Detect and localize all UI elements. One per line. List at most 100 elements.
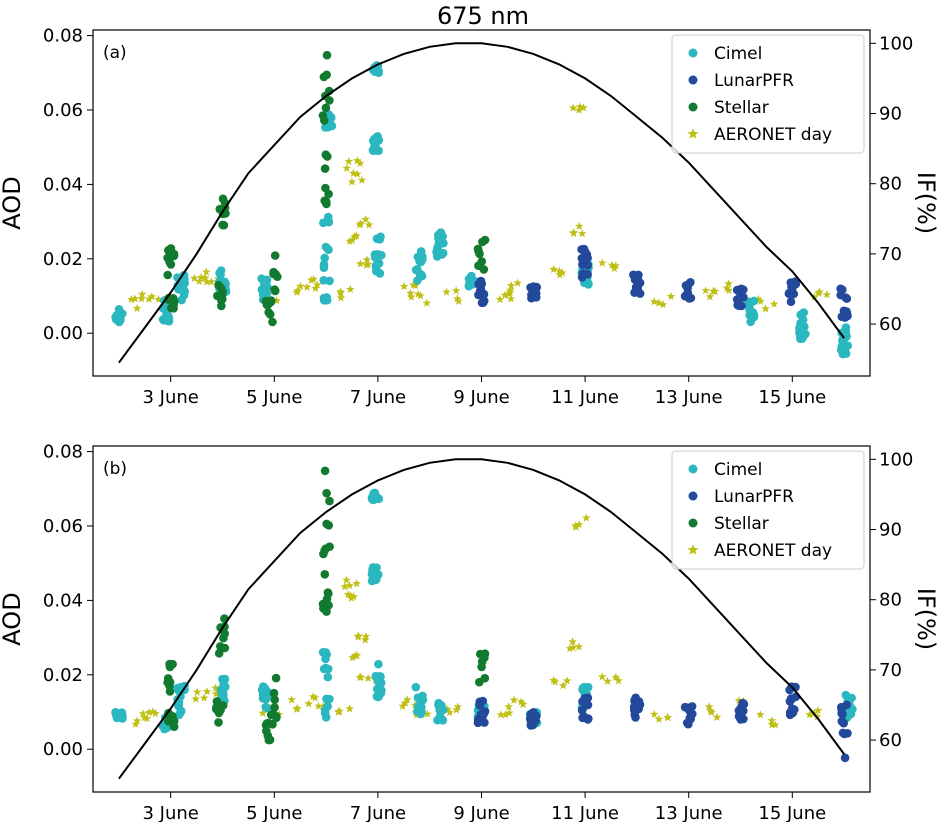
y-axis-label: AOD <box>0 176 26 229</box>
cimel-point <box>319 276 329 285</box>
cimel-point <box>219 679 228 689</box>
lunar-point <box>787 285 797 294</box>
aeronet-point <box>506 294 516 303</box>
x-tick-label: 9 June <box>453 803 509 822</box>
aeronet-point <box>345 704 354 713</box>
stellar-point <box>261 296 271 306</box>
cimel-point <box>262 275 272 285</box>
aeronet-point <box>724 279 733 288</box>
aeronet-point <box>813 706 823 715</box>
aeronet-point <box>349 592 359 601</box>
x-tick-label: 5 June <box>246 387 302 408</box>
stellar-point <box>269 688 279 698</box>
cimel-point <box>114 317 124 327</box>
figure-title: 675 nm <box>437 2 529 30</box>
aeronet-point <box>191 694 200 703</box>
panel-a: 0.00 0.02 0.04 0.06 0.08 60 70 80 90 100 3 June 5 J… <box>0 26 937 408</box>
aeronet-point <box>154 294 163 303</box>
cimel-point <box>372 146 381 155</box>
stellar-point <box>271 673 281 683</box>
aeronet-point <box>148 707 158 716</box>
aeronet-point <box>549 675 558 685</box>
legend-label: LunarPFR <box>714 487 794 507</box>
legend-box <box>671 450 865 570</box>
lunar-point <box>475 701 485 710</box>
aeronet-point <box>603 676 612 685</box>
aeronet-point <box>767 720 777 729</box>
aeronet-point <box>151 709 160 718</box>
y2-tick-label: 60 <box>879 730 902 751</box>
aeronet-point <box>364 220 374 229</box>
y2-tick-label: 90 <box>879 104 902 125</box>
cimel-point <box>846 709 856 719</box>
cimel-point <box>411 682 421 692</box>
aeronet-point <box>360 635 370 644</box>
aeronet-point <box>131 719 140 728</box>
y-tick-label: 0.04 <box>43 590 83 611</box>
y-tick-label: 0.00 <box>43 739 83 760</box>
aeronet-point <box>355 158 365 167</box>
cimel-point <box>438 716 448 725</box>
stellar-point <box>218 194 228 204</box>
stellar-point <box>325 496 334 506</box>
cimel-point <box>320 253 330 263</box>
legend-label: LunarPFR <box>714 71 794 91</box>
aeronet-point <box>142 714 152 723</box>
aeronet-point <box>357 175 367 184</box>
aeronet-point <box>666 292 676 301</box>
cimel-point <box>416 708 426 718</box>
aeronet-point <box>350 651 359 660</box>
aeronet-point <box>654 298 664 307</box>
lunar-point <box>681 281 691 290</box>
aeronet-point <box>611 672 621 681</box>
legend-marker <box>687 128 699 139</box>
y2-tick-label: 80 <box>879 174 902 195</box>
lunar-point <box>685 713 695 723</box>
aeronet-point <box>650 709 659 718</box>
cimel-point <box>321 713 331 722</box>
stellar-point <box>220 643 230 653</box>
aeronet-point <box>504 289 514 298</box>
cimel-point <box>258 690 268 700</box>
cimel-point <box>322 293 332 302</box>
stellar-point <box>319 604 328 613</box>
stellar-point <box>270 703 279 712</box>
stellar-point <box>268 720 277 729</box>
aeronet-point <box>302 282 312 291</box>
x-tick-label: 15 June <box>758 387 826 408</box>
aeronet-point <box>516 697 526 706</box>
lunar-point <box>580 695 589 705</box>
stellar-point <box>164 293 173 303</box>
stellar-point <box>319 72 329 82</box>
aeronet-point <box>207 277 216 286</box>
legend-marker <box>688 518 698 528</box>
x-tick-label: 15 June <box>758 803 826 822</box>
legend-marker <box>688 48 698 58</box>
aeronet-point <box>754 294 763 303</box>
panel-label: (a) <box>103 43 127 63</box>
aeronet-point <box>501 710 510 719</box>
cimel-point <box>174 710 184 720</box>
aeronet-point <box>574 105 584 114</box>
lunar-point <box>631 705 641 715</box>
cimel-point <box>324 664 333 674</box>
aeronet-point <box>296 281 305 290</box>
aeronet-point <box>132 716 142 725</box>
aeronet-point <box>663 713 673 722</box>
cimel-point <box>375 679 384 688</box>
y-tick-label: 0.02 <box>43 665 83 686</box>
cimel-point <box>261 702 271 712</box>
legend-label: Cimel <box>714 460 762 480</box>
aeronet-point <box>342 163 351 172</box>
legend-label: Stellar <box>714 98 769 118</box>
aeronet-point <box>423 709 432 718</box>
aeronet-point <box>197 272 206 281</box>
lunar-point <box>837 717 847 726</box>
cimel-point <box>798 315 808 325</box>
stellar-point <box>271 711 281 721</box>
cimel-point <box>795 328 804 337</box>
aeronet-point <box>496 710 506 719</box>
y2-tick-label: 90 <box>879 520 902 541</box>
stellar-point <box>166 711 176 720</box>
aeronet-point <box>313 280 322 289</box>
